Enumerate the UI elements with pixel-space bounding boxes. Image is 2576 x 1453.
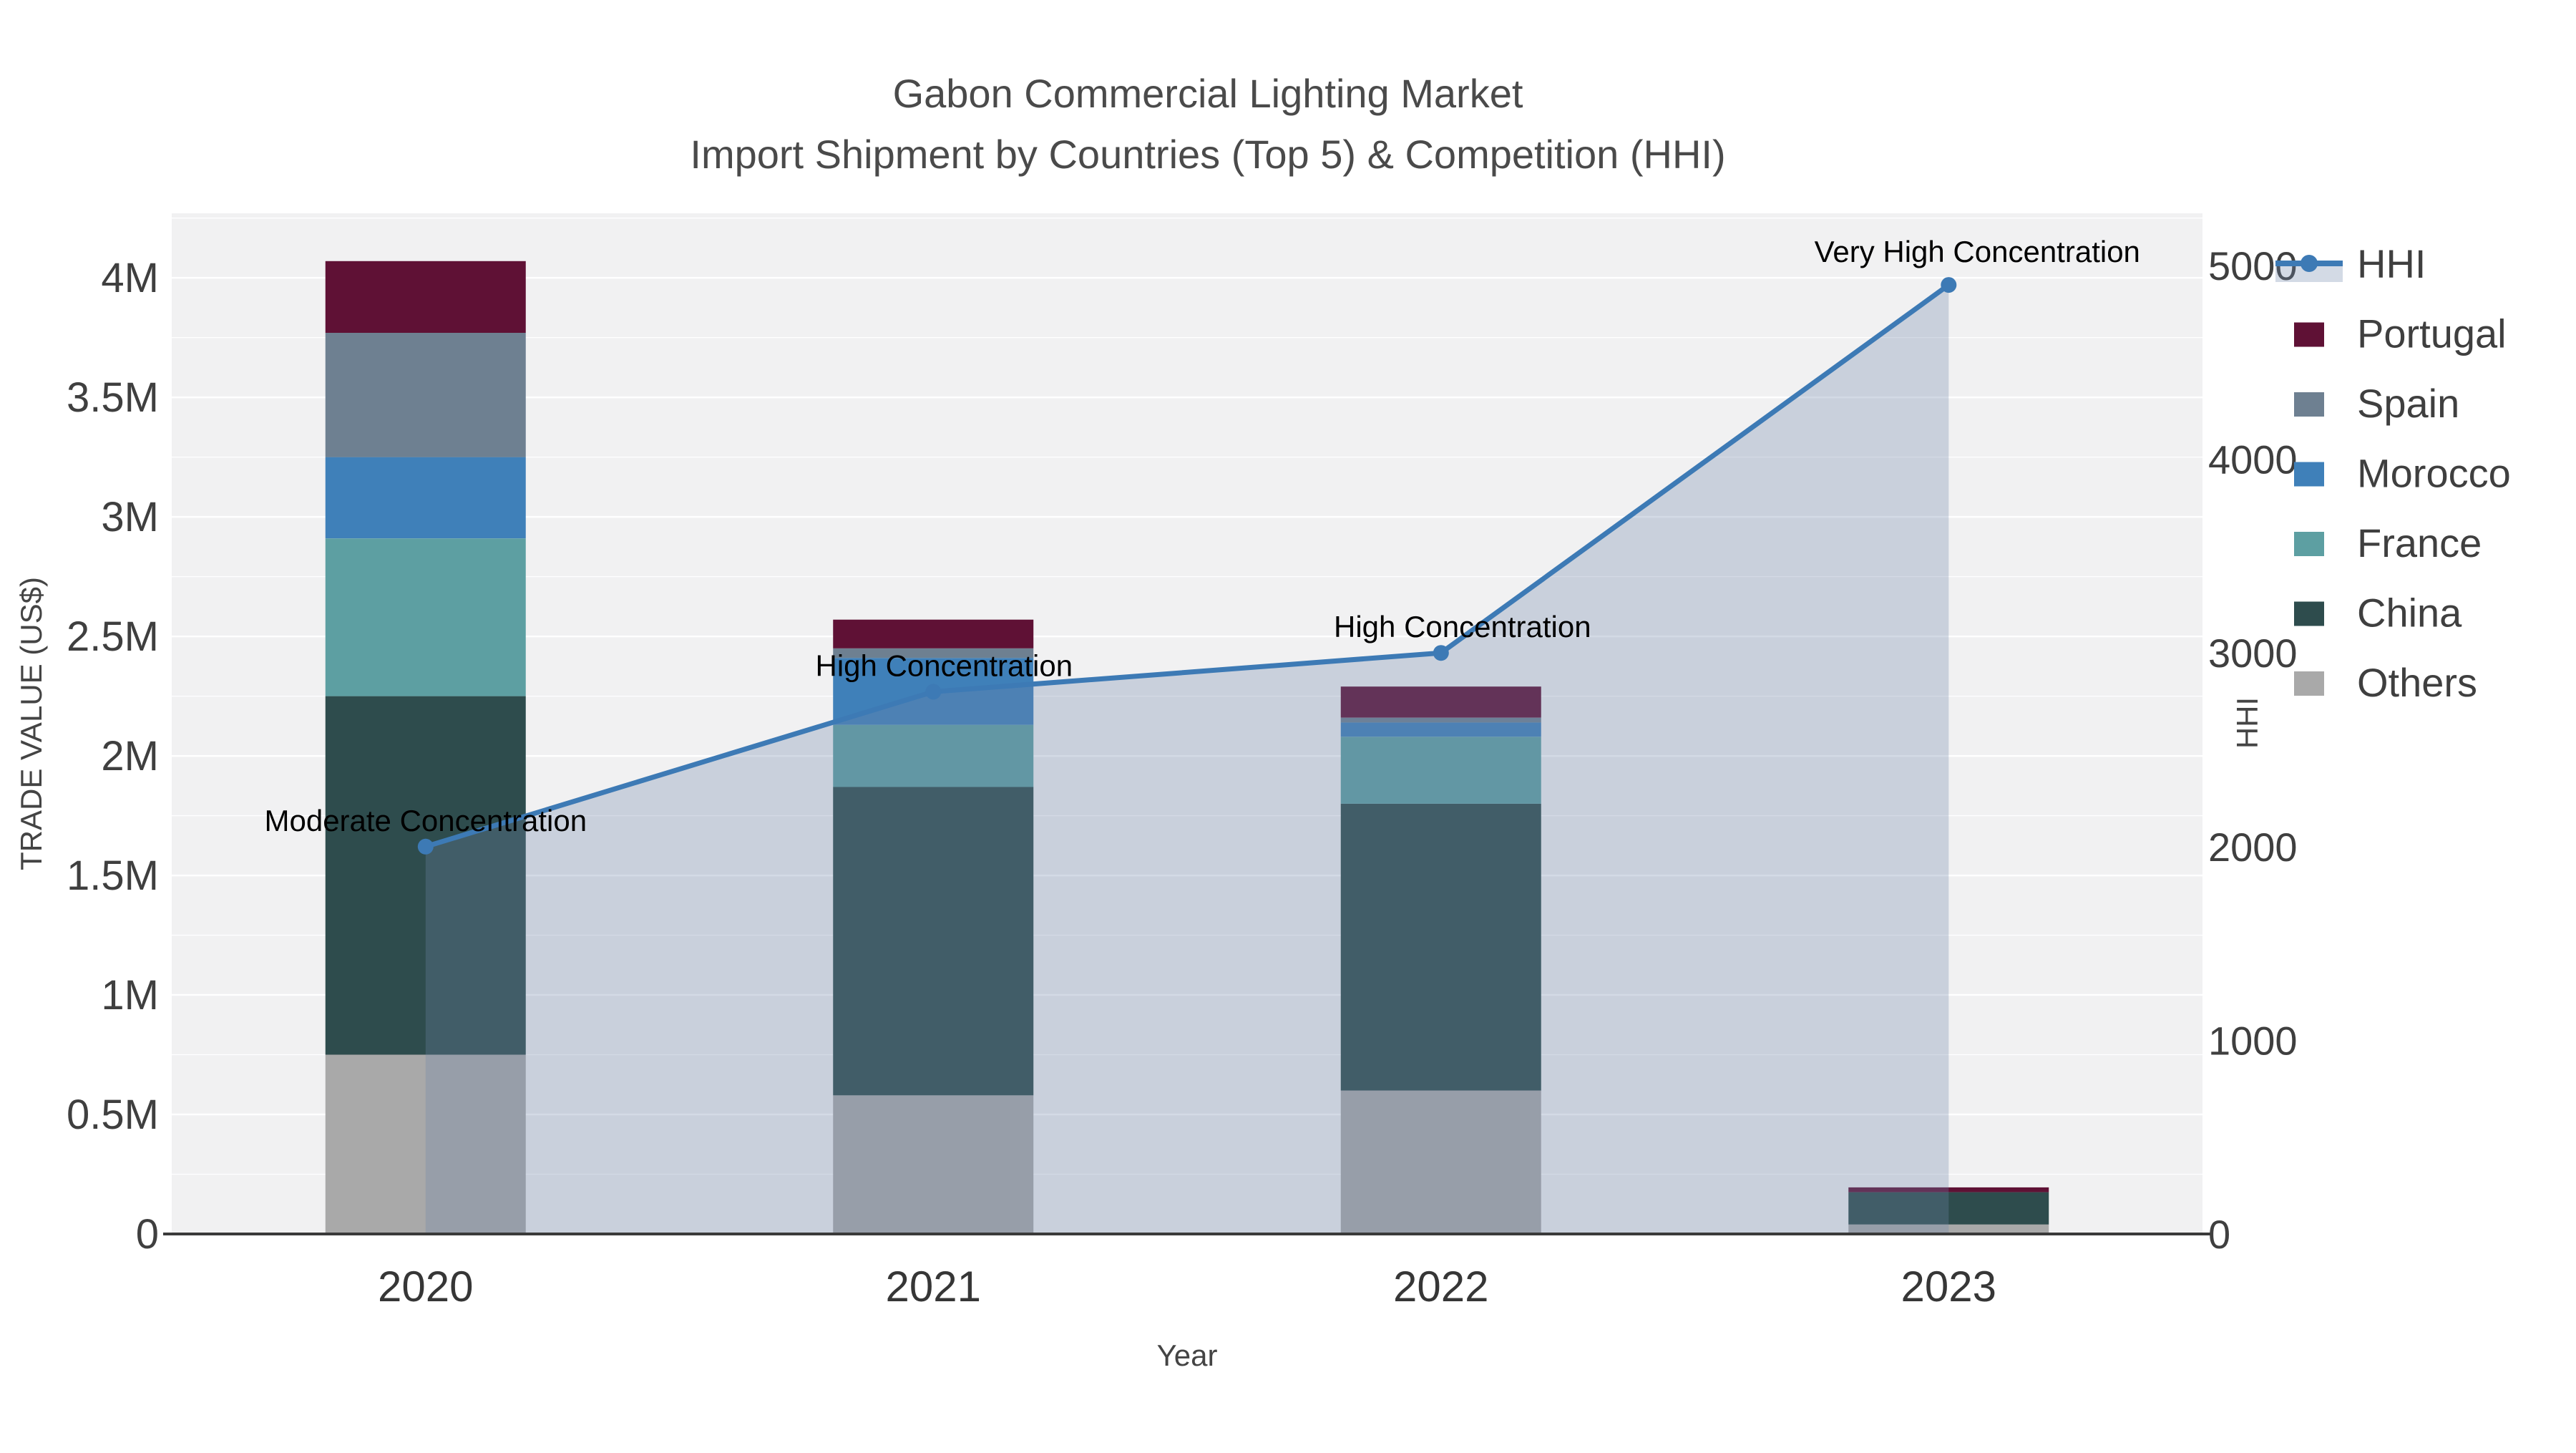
legend-hhi-marker-swatch [2301, 255, 2318, 272]
y-left-tick-2.5M: 2.5M [67, 613, 159, 660]
y-right-tick-2000: 2000 [2208, 825, 2298, 870]
x-tick-2022: 2022 [1393, 1263, 1488, 1311]
annotation-2021: High Concentration [816, 648, 1073, 682]
bar-france-2022[interactable] [1340, 737, 1541, 804]
y-left-tick-0.5M: 0.5M [67, 1092, 159, 1138]
chart-dynamic-layer: Moderate Concentration High Concentration… [67, 213, 2511, 1311]
bar-others-2022[interactable] [1340, 1090, 1541, 1234]
legend-color-swatch [2294, 392, 2324, 417]
hhi-marker-2021[interactable] [925, 684, 942, 700]
annotation-2022: High Concentration [1334, 610, 1591, 643]
legend-color-swatch [2294, 322, 2324, 347]
y-left-axis-title: TRADE VALUE (US$) [14, 577, 48, 870]
y-right-axis-title: HHI [2230, 697, 2264, 749]
bar-china-2021[interactable] [833, 787, 1034, 1096]
bar-china-2022[interactable] [1340, 803, 1541, 1091]
y-left-tick-3M: 3M [101, 494, 159, 540]
bar-spain-2020[interactable] [325, 333, 526, 457]
y-left-tick-1.5M: 1.5M [67, 852, 159, 899]
bar-france-2021[interactable] [833, 724, 1034, 787]
y-right-tick-1000: 1000 [2208, 1018, 2298, 1063]
legend-color-swatch [2294, 671, 2324, 696]
bar-spain-2021[interactable] [833, 648, 1034, 659]
bar-morocco-2022[interactable] [1340, 722, 1541, 737]
bar-portugal-2020[interactable] [325, 261, 526, 333]
legend-color-swatch [2294, 532, 2324, 556]
legend-label: China [2357, 591, 2462, 636]
y-left-tick-2M: 2M [101, 733, 159, 779]
chart-title-line2: Import Shipment by Countries (Top 5) & C… [690, 132, 1725, 177]
annotation-2020: Moderate Concentration [264, 804, 587, 837]
legend-label: Portugal [2357, 311, 2507, 356]
y-right-tick-4000: 4000 [2208, 437, 2298, 482]
x-tick-2021: 2021 [886, 1263, 981, 1311]
bar-others-2023[interactable] [1848, 1224, 2049, 1234]
bar-spain-2022[interactable] [1340, 717, 1541, 723]
legend-label: Spain [2357, 381, 2459, 426]
bar-china-2020[interactable] [325, 696, 526, 1055]
bar-others-2020[interactable] [325, 1054, 526, 1235]
legend-label: France [2357, 520, 2482, 565]
chart-title-line1: Gabon Commercial Lighting Market [893, 71, 1523, 116]
y-left-tick-4M: 4M [101, 255, 159, 301]
legend-item-portugal[interactable]: Portugal [2294, 311, 2507, 356]
hhi-area [425, 285, 1949, 1235]
legend-label: HHI [2357, 241, 2426, 286]
legend-item-morocco[interactable]: Morocco [2294, 451, 2511, 496]
y-right-tick-0: 0 [2208, 1212, 2230, 1257]
hhi-line [424, 283, 1951, 850]
legend-color-swatch [2294, 601, 2324, 626]
legend-label: Others [2357, 660, 2477, 705]
hhi-marker-2020[interactable] [417, 838, 434, 855]
y-left-tick-0: 0 [136, 1211, 159, 1258]
x-axis-title: Year [1157, 1338, 1218, 1372]
bar-portugal-2021[interactable] [833, 619, 1034, 648]
legend-item-china[interactable]: China [2294, 591, 2462, 636]
bar-france-2020[interactable] [325, 538, 526, 696]
legend-item-others[interactable]: Others [2294, 660, 2477, 705]
legend-item-france[interactable]: France [2294, 520, 2482, 565]
x-tick-2020: 2020 [378, 1263, 473, 1311]
y-right-tick-3000: 3000 [2208, 631, 2298, 676]
legend-item-spain[interactable]: Spain [2294, 381, 2459, 426]
bar-morocco-2020[interactable] [325, 457, 526, 539]
hhi-marker-2023[interactable] [1941, 277, 1957, 293]
x-tick-2023: 2023 [1901, 1263, 1996, 1311]
legend-label: Morocco [2357, 451, 2511, 496]
bar-others-2021[interactable] [833, 1095, 1034, 1234]
hhi-marker-2022[interactable] [1433, 645, 1449, 661]
y-left-tick-1M: 1M [101, 972, 159, 1019]
bar-china-2023[interactable] [1848, 1192, 2049, 1225]
annotation-2023: Very High Concentration [1815, 235, 2140, 268]
bar-portugal-2022[interactable] [1340, 686, 1541, 718]
legend-color-swatch [2294, 462, 2324, 487]
legend-item-hhi[interactable]: HHI [2275, 241, 2426, 286]
bar-portugal-2023[interactable] [1848, 1187, 2049, 1192]
y-left-tick-3.5M: 3.5M [67, 374, 159, 421]
